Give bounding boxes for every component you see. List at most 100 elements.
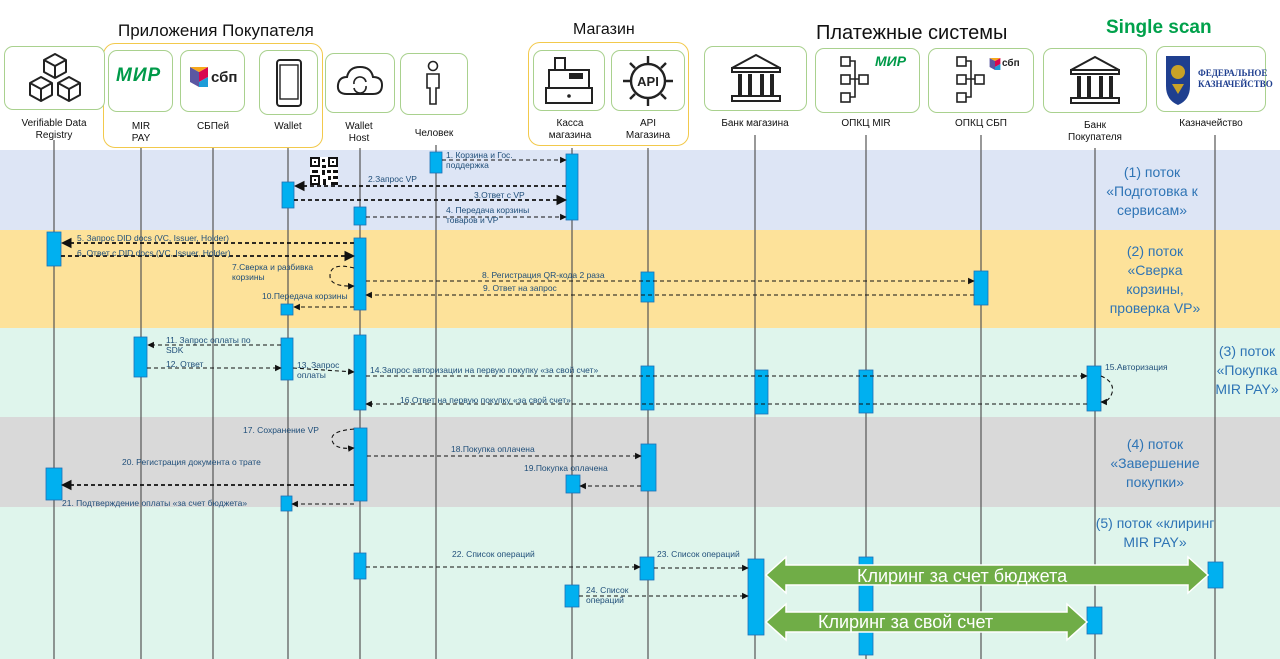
msg-label-8: 8. Регистрация QR-кода 2 раза (482, 270, 605, 280)
activation-host-3 (353, 334, 367, 411)
msg-label-12: 12. Ответ (166, 359, 204, 369)
msg-label-23: 23. Список операций (657, 549, 740, 559)
msg-label-13: 13. Запрос оплаты (297, 360, 340, 380)
bank-buyer-icon (1070, 55, 1120, 104)
msg-label-15: 15.Авторизация (1105, 362, 1168, 372)
actor-label-bank-store: Банк магазина (721, 118, 789, 129)
bank-icon (731, 53, 781, 102)
actor-label-opkc-mir: ОПКЦ MIR (841, 118, 891, 129)
msg-label-19: 19.Покупка оплачена (524, 463, 608, 473)
activation-person-1 (429, 151, 443, 174)
activation-host-2 (353, 237, 367, 311)
treasury-emblem-icon (1166, 56, 1190, 105)
message-arrows (60, 156, 1114, 600)
clearing-arrow-own (764, 602, 1089, 642)
cash-register-icon (545, 57, 593, 104)
activation-vdr-2 (45, 467, 63, 501)
flow-note-2: (2) поток «Сверка корзины, проверка VP» (1109, 243, 1201, 316)
group-title-store: Магазин (573, 21, 635, 38)
activation-host-1 (353, 206, 367, 226)
activation-wallet-2 (280, 303, 294, 316)
activation-kassa-2 (565, 474, 581, 494)
clearing-arrow-budget (764, 555, 1210, 595)
msg-label-7: 7.Сверка и разбивка корзины (232, 262, 314, 282)
sbp-network-icon (956, 56, 985, 103)
actor-label-vdr: Verifiable Data Registry (21, 118, 87, 141)
arrow-msg-15 (1100, 375, 1114, 406)
activation-bank-buyer-1 (1086, 365, 1102, 412)
activation-sbp-1 (973, 270, 989, 306)
actor-box-wallet (259, 50, 318, 115)
activation-vdr-1 (46, 231, 62, 267)
arrow-msg-13 (292, 367, 355, 375)
cloud-icon (336, 65, 384, 95)
actor-box-wallet-host (325, 53, 395, 113)
treasury-logo-text: ФЕДЕРАЛЬНОЕ КАЗНАЧЕЙСТВО (1198, 68, 1273, 89)
api-logo-text: API (637, 74, 659, 89)
cubes-icon (29, 53, 81, 102)
activation-api-1 (640, 271, 655, 303)
mir-network-icon (840, 56, 869, 103)
msg-label-20: 20. Регистрация документа о трате (122, 457, 261, 467)
msg-label-5: 5. Запрос DID docs (VC, Issuer, Holder) (77, 233, 229, 243)
arrow-msg-17 (331, 428, 355, 452)
qr-code-icon (310, 157, 338, 185)
actor-label-person: Человек (414, 128, 454, 139)
msg-label-11: 11. Запрос оплаты по SDK (166, 335, 251, 355)
group-title-buyer-apps: Приложения Покупателя (118, 21, 314, 40)
flow-note-3: (3) поток «Покупка MIR PAY» (1215, 343, 1279, 397)
activation-api-3 (640, 443, 657, 492)
activation-api-2 (640, 365, 655, 411)
actor-label-kassa: Касса магазина (548, 118, 592, 141)
actor-label-treasury: Казначейство (1179, 118, 1243, 129)
msg-label-17: 17. Сохранение VP (243, 425, 319, 435)
phone-icon (276, 59, 302, 107)
mir-logo: МИР (116, 65, 162, 86)
actor-label-wallet: Wallet (274, 121, 302, 132)
activation-wallet-3 (280, 337, 294, 381)
clearing-label-budget: Клиринг за счет бюджета (857, 566, 1068, 586)
api-gear-icon: API (623, 56, 673, 106)
activation-kassa-1 (565, 153, 579, 221)
msg-label-9: 9. Ответ на запрос (483, 283, 557, 293)
actor-box-mir-pay (108, 50, 173, 112)
msg-label-21: 21. Подтверждение оплаты «за счет бюджет… (62, 498, 248, 508)
flow-note-1: (1) поток «Подготовка к сервисам» (1106, 164, 1198, 218)
clearing-label-own: Клиринг за свой счет (818, 612, 994, 632)
activation-host-5 (353, 552, 367, 580)
msg-label-18: 18.Покупка оплачена (451, 444, 535, 454)
actor-label-api-store: API Магазина (625, 118, 671, 141)
actor-label-mir-pay: MIR PAY (131, 121, 151, 144)
activation-mirpay-1 (133, 336, 148, 378)
activation-bank-store-2 (747, 558, 765, 636)
group-box-store (528, 42, 689, 146)
activation-kassa-3 (564, 584, 580, 608)
msg-label-1: 1. Корзина и Гос. поддержка (446, 150, 513, 170)
arrow-msg-7 (329, 265, 355, 290)
msg-label-22: 22. Список операций (452, 549, 535, 559)
activation-wallet-1 (281, 181, 295, 209)
person-icon (426, 60, 440, 105)
activation-bank-buyer-2 (1086, 606, 1103, 635)
activation-opkc-mir-1 (858, 369, 874, 414)
msg-label-10: 10.Передача корзины (262, 291, 348, 301)
msg-label-2: 2.Запрос VP (368, 174, 417, 184)
flow-note-5: (5) поток «клиринг MIR PAY» (1095, 515, 1215, 550)
actor-label-wallet-host: Wallet Host (345, 121, 373, 144)
actor-label-bank-buyer: Банк Покупателя (1068, 120, 1122, 143)
msg-label-3: 3.Ответ с VP (474, 190, 525, 200)
msg-label-16: 16.Ответ на первую покупку «за свой счет… (400, 395, 571, 405)
activation-wallet-4 (280, 495, 293, 512)
actor-box-opkc-sbp (928, 48, 1034, 113)
activation-treasury-1 (1207, 561, 1224, 589)
sbp-network-logo: сбп (989, 55, 1020, 73)
mir-network-logo: МИР (875, 53, 907, 69)
msg-label-6: 6. Ответ с DID docs (VC, Issuer, Holder) (77, 248, 231, 258)
msg-label-4: 4. Передача корзины товаров и VP (446, 205, 530, 225)
msg-label-24: 24. Список операций (586, 585, 629, 605)
activation-host-4 (353, 427, 368, 502)
actor-label-opkc-sbp: ОПКЦ СБП (955, 118, 1007, 129)
activation-bank-store-1 (754, 369, 769, 415)
